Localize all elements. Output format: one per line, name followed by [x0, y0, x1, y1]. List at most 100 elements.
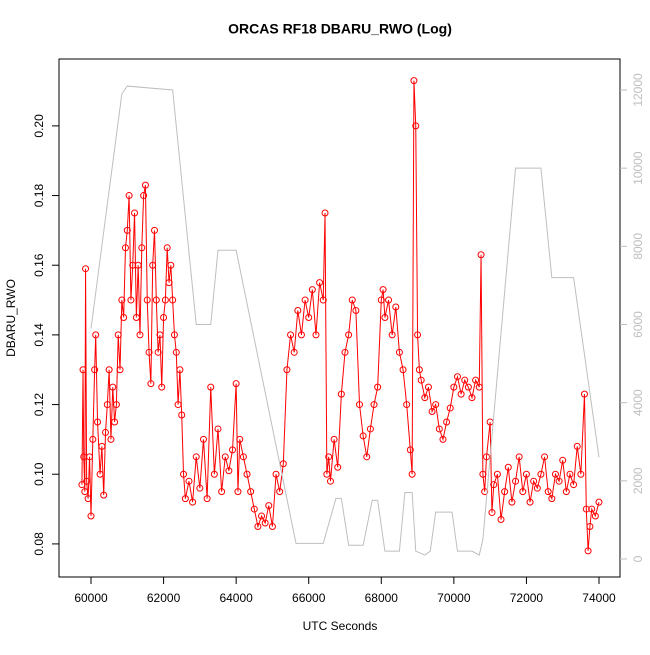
data-point [234, 488, 242, 496]
data-point [118, 296, 126, 304]
data-point [127, 296, 135, 304]
y-tick-label: 0.20 [32, 114, 46, 138]
x-tick-label: 72000 [510, 591, 544, 605]
data-point [169, 296, 177, 304]
y2-tick-label: 2000 [631, 467, 645, 494]
data-point [555, 477, 563, 485]
series-line [90, 85, 600, 556]
data-point [112, 401, 120, 409]
data-point [432, 401, 440, 409]
data-point [412, 122, 420, 130]
data-point [236, 435, 244, 443]
data-point [123, 226, 131, 234]
data-point [143, 296, 151, 304]
data-point [428, 408, 436, 416]
data-point [562, 488, 570, 496]
data-point [218, 488, 226, 496]
data-point [388, 331, 396, 339]
y2-tick-label: 0 [631, 555, 645, 562]
data-point [196, 484, 204, 492]
data-point [421, 394, 429, 402]
y2-tick-label: 4000 [631, 389, 645, 416]
data-point [321, 209, 329, 217]
data-point [573, 442, 581, 450]
data-point [229, 446, 237, 454]
data-point [185, 477, 193, 485]
y2-tick-label: 10000 [631, 151, 645, 185]
data-point [214, 425, 222, 433]
data-point [94, 418, 102, 426]
data-point [161, 296, 169, 304]
data-point [165, 279, 173, 287]
data-point [415, 366, 423, 374]
data-point [134, 261, 142, 269]
data-point [410, 77, 418, 85]
data-point [356, 401, 364, 409]
data-point [192, 453, 200, 461]
data-point [392, 303, 400, 311]
y-tick-label: 0.12 [32, 393, 46, 417]
data-point [103, 401, 111, 409]
data-point [272, 470, 280, 478]
data-point [100, 491, 108, 499]
data-point [481, 488, 489, 496]
x-tick-label: 68000 [365, 591, 399, 605]
data-point [483, 453, 491, 461]
data-point [461, 376, 469, 384]
data-point [225, 467, 233, 475]
data-point [443, 418, 451, 426]
data-point [207, 383, 215, 391]
data-point [435, 425, 443, 433]
data-point [334, 463, 342, 471]
data-point [132, 313, 140, 321]
data-point [537, 470, 545, 478]
data-point [551, 470, 559, 478]
data-point [105, 366, 113, 374]
data-point [374, 383, 382, 391]
data-point [221, 453, 229, 461]
x-tick-label: 60000 [74, 591, 108, 605]
data-point [533, 484, 541, 492]
y-tick-label: 0.10 [32, 462, 46, 486]
data-point [84, 495, 92, 503]
data-point [577, 470, 585, 478]
data-point [472, 376, 480, 384]
x-tick-label: 70000 [437, 591, 471, 605]
data-point [325, 453, 333, 461]
data-point [79, 366, 87, 374]
data-point [424, 383, 432, 391]
chart-title: ORCAS RF18 DBARU_RWO (Log) [228, 21, 452, 37]
data-point [283, 366, 291, 374]
data-point [559, 456, 567, 464]
data-point [199, 435, 207, 443]
data-point [98, 442, 106, 450]
data-point [294, 307, 302, 315]
data-point [172, 348, 180, 356]
data-point [370, 401, 378, 409]
data-point [582, 505, 590, 513]
data-point [453, 373, 461, 381]
data-point [301, 296, 309, 304]
data-point [210, 470, 218, 478]
data-point [312, 331, 320, 339]
data-point [158, 383, 166, 391]
data-point [170, 331, 178, 339]
data-point [138, 244, 146, 252]
data-point [399, 366, 407, 374]
data-point [176, 366, 184, 374]
data-point [232, 380, 240, 388]
data-point [102, 428, 110, 436]
data-point [522, 470, 530, 478]
data-point [91, 366, 99, 374]
data-point [584, 547, 592, 555]
data-point [121, 244, 129, 252]
data-point [493, 470, 501, 478]
data-point [261, 519, 269, 527]
y-axis-label: DBARU_RWO [4, 279, 18, 357]
data-point [566, 470, 574, 478]
data-point [450, 383, 458, 391]
data-point [160, 313, 168, 321]
data-point [180, 470, 188, 478]
